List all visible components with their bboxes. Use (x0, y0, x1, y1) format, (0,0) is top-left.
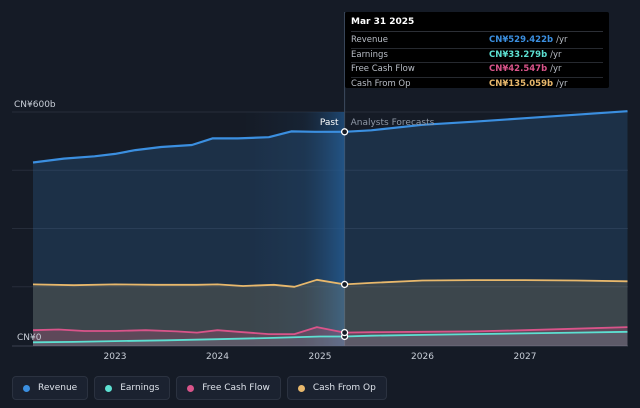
legend-item-free-cash-flow[interactable]: Free Cash Flow (176, 376, 281, 400)
x-tick-label-2024: 2024 (206, 352, 229, 362)
tooltip-row-unit: /yr (550, 49, 562, 60)
cash-from-op-line (32, 278, 628, 288)
x-tick-label-2025: 2025 (309, 352, 332, 362)
tooltip-row: Free Cash Flow CN¥42.547b/yr (351, 63, 603, 78)
legend-label: Free Cash Flow (202, 383, 270, 393)
tooltip-row: Revenue CN¥529.422b/yr (351, 34, 603, 49)
x-tick-label-2026: 2026 (411, 352, 434, 362)
free-cash-flow-line (32, 326, 628, 335)
tooltip-row: Cash From Op CN¥135.059b/yr (351, 78, 603, 92)
legend-dot-icon (187, 384, 195, 392)
tooltip-row-value: CN¥529.422b (489, 35, 554, 45)
tooltip-row-label: Revenue (351, 35, 389, 45)
revenue-line (32, 110, 628, 164)
legend-dot-icon (105, 384, 113, 392)
tooltip-row-unit: /yr (550, 64, 562, 74)
tooltip-row-label: Cash From Op (351, 78, 411, 89)
legend-label: Cash From Op (312, 383, 376, 393)
tooltip-row-unit: /yr (556, 78, 568, 89)
tooltip-row-value: CN¥42.547b (489, 64, 548, 74)
revenue-area (33, 111, 628, 346)
legend-label: Earnings (120, 383, 160, 393)
y-axis-top-label: CN¥600b (14, 100, 56, 110)
data-tooltip: Mar 31 2025 Revenue CN¥529.422b/yr Earning… (345, 12, 609, 89)
past-label: Past (320, 118, 339, 128)
past-highlight (243, 112, 345, 346)
earnings-line (32, 330, 628, 344)
x-tick-label-2027: 2027 (514, 352, 537, 362)
earnings-area (33, 331, 628, 346)
tooltip-row-value: CN¥33.279b (489, 49, 548, 60)
tooltip-date: Mar 31 2025 (351, 17, 603, 32)
legend-dot-icon (23, 384, 30, 392)
y-axis-bottom-label: CN¥0 (17, 333, 42, 343)
cash-from-op-area (33, 279, 628, 346)
legend-item-earnings[interactable]: Earnings (94, 376, 171, 400)
tooltip-row-unit: /yr (556, 35, 568, 45)
revenue-marker (340, 128, 349, 136)
legend-dot-icon (297, 384, 305, 392)
legend-item-revenue[interactable]: Revenue (12, 376, 89, 400)
legend-label: Revenue (38, 383, 78, 393)
x-tick-label-2023: 2023 (104, 352, 127, 362)
legend-item-cash-from-op[interactable]: Cash From Op (286, 376, 387, 400)
cash-from-op-marker (340, 280, 349, 289)
tooltip-row: Earnings CN¥33.279b/yr (351, 49, 603, 63)
free-cash-flow-marker (340, 328, 349, 337)
chart-legend: Revenue Earnings Free Cash Flow Cash From O… (12, 376, 387, 400)
tooltip-row-label: Free Cash Flow (351, 64, 415, 74)
forecast-label: Analysts Forecasts (351, 118, 435, 128)
tooltip-row-label: Earnings (351, 49, 388, 60)
tooltip-row-value: CN¥135.059b (489, 78, 554, 89)
